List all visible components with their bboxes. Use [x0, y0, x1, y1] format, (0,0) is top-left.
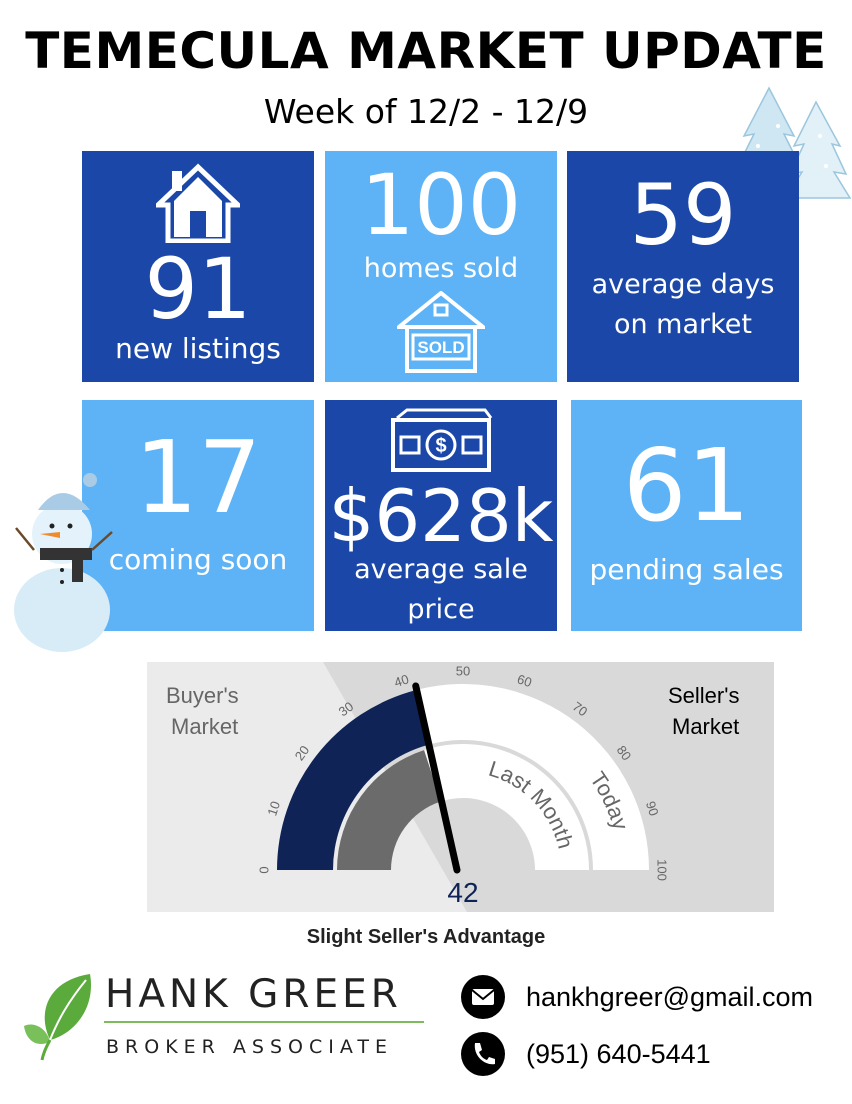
- days-on-market-value: 59: [629, 166, 737, 264]
- gauge-tick-label: 80: [614, 743, 635, 764]
- avg-sale-price-label-1: average sale: [354, 554, 528, 585]
- house-icon: [156, 163, 240, 243]
- homes-sold-tile: 100 homes sold SOLD: [325, 151, 557, 382]
- avg-sale-price-value: $628k: [328, 474, 554, 558]
- gauge-needle: [412, 682, 461, 874]
- homes-sold-label: homes sold: [363, 253, 519, 284]
- homes-sold-value: 100: [360, 156, 522, 254]
- buyers-market-label-2: Market: [171, 714, 239, 739]
- gauge-tick-label: 70: [570, 699, 591, 720]
- last-month-ring-fill: [337, 750, 441, 870]
- avg-sale-price-label-2: price: [407, 594, 475, 625]
- gauge-tick-label: 40: [392, 671, 410, 690]
- page-subtitle: Week of 12/2 - 12/9: [263, 92, 589, 131]
- sold-sign-text: SOLD: [417, 338, 464, 357]
- email-icon: [461, 975, 505, 1019]
- gauge-tick-label: 10: [264, 799, 283, 817]
- coming-soon-tile: 17 coming soon: [82, 400, 314, 631]
- today-ring-remaining: [416, 684, 649, 870]
- gauge-tick-label: 100: [655, 859, 670, 881]
- days-on-market-label-2: on market: [613, 309, 753, 340]
- buyers-market-label-1: Buyer's: [166, 683, 239, 708]
- sold-sign-icon: SOLD: [397, 291, 485, 373]
- gauge-value: 42: [447, 877, 478, 908]
- gauge-tick-label: 50: [456, 663, 470, 678]
- gauge-tick-label: 60: [515, 671, 533, 690]
- new-listings-value: 91: [144, 240, 252, 338]
- gauge-tick-label: 90: [643, 799, 662, 817]
- last-month-ring-remaining: [424, 744, 589, 870]
- phone-link[interactable]: (951) 640-5441: [526, 1039, 711, 1069]
- pending-sales-tile: 61 pending sales: [571, 400, 802, 631]
- new-listings-label: new listings: [115, 332, 281, 365]
- coming-soon-value: 17: [134, 419, 262, 536]
- sellers-market-label-2: Market: [672, 714, 740, 739]
- snowman-icon: [14, 473, 113, 652]
- market-verdict: Slight Seller's Advantage: [306, 926, 546, 948]
- leaf-logo-icon: [24, 974, 91, 1061]
- pending-sales-value: 61: [622, 427, 751, 544]
- page-title: TEMECULA MARKET UPDATE: [25, 22, 827, 80]
- sellers-market-label-1: Seller's: [668, 683, 740, 708]
- gauge-tick-label: 20: [292, 743, 313, 764]
- money-bill-icon: $: [391, 408, 493, 472]
- email-link[interactable]: hankhgreer@gmail.com: [526, 982, 814, 1012]
- days-on-market-tile: 59 average days on market: [567, 151, 799, 382]
- agent-role: BROKER ASSOCIATE: [106, 1036, 393, 1058]
- svg-text:$: $: [435, 435, 446, 457]
- avg-sale-price-tile: $ $628k average sale price: [325, 400, 557, 631]
- gauge-tick-label: 30: [336, 699, 357, 720]
- agent-name: HANK GREER: [105, 972, 402, 1017]
- new-listings-tile: 91 new listings: [82, 151, 314, 382]
- pending-sales-label: pending sales: [589, 553, 784, 586]
- coming-soon-label: coming soon: [108, 543, 288, 576]
- phone-icon: [461, 1032, 505, 1076]
- today-ring-fill: [277, 689, 431, 870]
- days-on-market-label-1: average days: [591, 269, 775, 300]
- brand-divider: [104, 1021, 424, 1023]
- gauge-tick-label: 0: [256, 866, 271, 873]
